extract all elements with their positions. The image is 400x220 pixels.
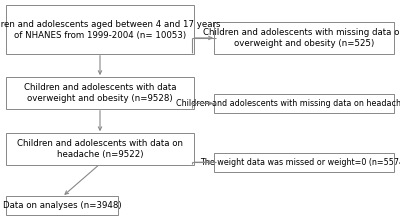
Text: Children and adolescents with missing data on headache (n=6): Children and adolescents with missing da…	[176, 99, 400, 108]
Text: Children and adolescents with missing data on
overweight and obesity (n=525): Children and adolescents with missing da…	[203, 28, 400, 48]
FancyBboxPatch shape	[214, 94, 394, 113]
FancyBboxPatch shape	[214, 22, 394, 54]
Text: Data on analyses (n=3948): Data on analyses (n=3948)	[3, 201, 121, 210]
FancyBboxPatch shape	[6, 6, 194, 54]
FancyBboxPatch shape	[6, 196, 118, 214]
Text: The weight data was missed or weight=0 (n=5574): The weight data was missed or weight=0 (…	[200, 158, 400, 167]
Text: Children and adolescents with data on
headache (n=9522): Children and adolescents with data on he…	[17, 139, 183, 159]
Text: Children and adolescents with data
overweight and obesity (n=9528): Children and adolescents with data overw…	[24, 83, 176, 103]
FancyBboxPatch shape	[214, 153, 394, 172]
FancyBboxPatch shape	[6, 77, 194, 109]
FancyBboxPatch shape	[6, 133, 194, 165]
Text: Children and adolescents aged between 4 and 17 years
of NHANES from 1999-2004 (n: Children and adolescents aged between 4 …	[0, 20, 221, 40]
